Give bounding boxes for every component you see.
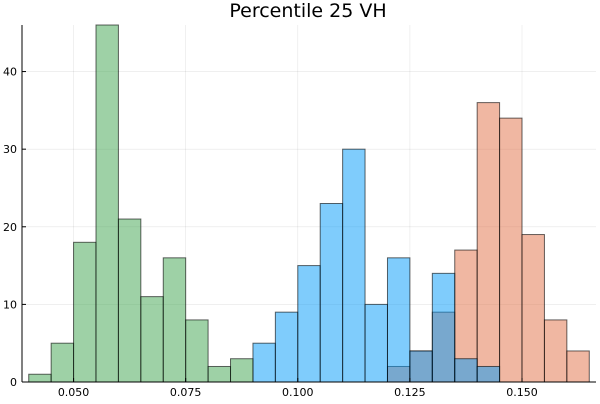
histogram-bar bbox=[431, 272, 456, 383]
x-tick-label: 0.125 bbox=[394, 386, 426, 399]
histogram-bar bbox=[454, 358, 478, 383]
x-tick-label: 0.100 bbox=[282, 386, 314, 399]
histogram-bar bbox=[185, 319, 209, 383]
histogram-bar bbox=[386, 257, 411, 383]
histogram-bar bbox=[73, 241, 97, 383]
histogram-bar bbox=[140, 296, 164, 383]
y-tick-label: 40 bbox=[3, 66, 17, 79]
histogram-bar bbox=[566, 350, 590, 383]
histogram-bar bbox=[543, 319, 568, 383]
histogram-bar bbox=[364, 303, 388, 383]
histogram-bar bbox=[499, 117, 523, 383]
histogram-bar bbox=[319, 203, 344, 383]
histogram-bar bbox=[50, 342, 75, 383]
histogram-bar bbox=[162, 257, 187, 383]
histogram-bar bbox=[230, 358, 254, 383]
histogram-bar bbox=[28, 373, 52, 383]
y-tick-label: 30 bbox=[3, 143, 17, 156]
histogram-bar bbox=[252, 342, 276, 383]
histogram-bar bbox=[274, 311, 299, 383]
histogram-bar bbox=[476, 102, 501, 383]
histogram-bar bbox=[95, 24, 119, 383]
histogram-bar bbox=[297, 265, 321, 383]
x-tick-label: 0.075 bbox=[170, 386, 202, 399]
y-tick-label: 10 bbox=[3, 298, 17, 311]
x-tick-label: 0.050 bbox=[58, 386, 90, 399]
chart-title: Percentile 25 VH bbox=[229, 0, 386, 22]
histogram-bar bbox=[117, 218, 142, 383]
y-tick-label: 0 bbox=[10, 376, 17, 389]
x-tick-label: 0.150 bbox=[506, 386, 538, 399]
axes-layer bbox=[21, 25, 596, 383]
histogram-bar bbox=[409, 350, 433, 383]
histogram-bar bbox=[476, 365, 501, 383]
histogram-bar bbox=[342, 148, 366, 383]
histogram-bar bbox=[521, 234, 545, 383]
bars-layer bbox=[28, 24, 590, 383]
ticks-layer: 0.050 0.075 0.100 0.125 0.150 0 10 20 30 40 bbox=[3, 66, 538, 399]
histogram-bar bbox=[207, 365, 232, 383]
y-tick-label: 20 bbox=[3, 221, 17, 234]
